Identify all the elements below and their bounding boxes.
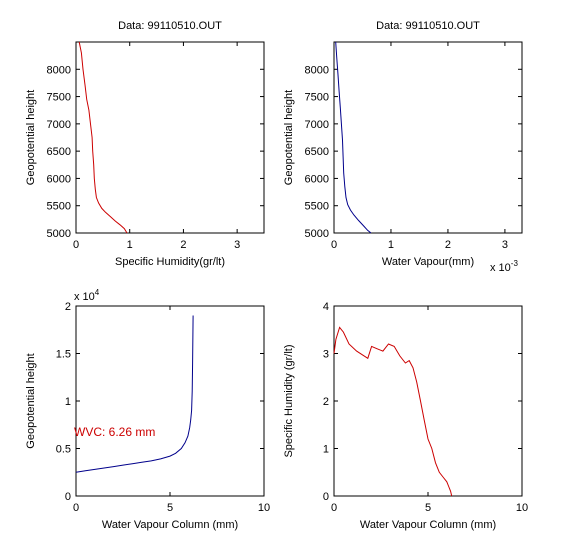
- axes-frame: [75, 41, 265, 234]
- y-tick-label: 6000: [305, 173, 329, 185]
- annotation-label: WVC: 6.26 mm: [74, 425, 155, 439]
- chart-2: 0 1 2 3 5000 5500 6000 6500 7000 7500 8000 Data: 99…: [283, 20, 523, 274]
- y-tick-label: 7500: [305, 92, 329, 104]
- y-tick-label: 6000: [47, 173, 71, 185]
- series-line: [78, 41, 128, 234]
- x-axis-label: Water Vapour Column (mm): [360, 519, 496, 531]
- x-axis-label: Specific Humidity(gr/lt): [115, 256, 225, 268]
- y-tick-label: 2: [323, 396, 329, 408]
- y-axis-label: Specific Humidity (gr/lt): [283, 344, 295, 457]
- x-axis-label: Water Vapour Column (mm): [102, 519, 238, 531]
- chart-1: 0 1 2 3 5000 5500 6000 6500 7000 7500 8000 Data: 99…: [25, 20, 265, 268]
- y-tick-label: 8000: [305, 64, 329, 76]
- y-tick-label: 3: [323, 349, 329, 361]
- y-tick-label: 6500: [305, 146, 329, 158]
- chart-4: 0 5 10 0 1 2 3 4 Water Vapour Column (mm) Specifi…: [283, 301, 528, 531]
- x-tick-label: 2: [180, 239, 186, 251]
- series-line: [75, 315, 194, 473]
- x-tick-label: 3: [502, 239, 508, 251]
- y-axis-label: Geopotential height: [25, 90, 37, 185]
- series-line: [333, 326, 453, 497]
- y-tick-label: 5500: [305, 201, 329, 213]
- x-tick-label: 0: [331, 502, 337, 514]
- y-tick-label: 5500: [47, 201, 71, 213]
- y-tick-label: 1: [65, 396, 71, 408]
- y-tick-label: 7000: [305, 119, 329, 131]
- y-exponent-label: x 104: [74, 288, 100, 303]
- series-line: [335, 41, 372, 234]
- chart-3: 0 5 10 0 0.5 1 1.5 2 Water Vapour Column (mm) Geo…: [25, 288, 270, 531]
- axes-frame: [333, 41, 523, 234]
- y-tick-label: 1.5: [56, 349, 71, 361]
- chart-title: Data: 99110510.OUT: [118, 20, 222, 32]
- x-tick-label: 5: [167, 502, 173, 514]
- y-tick-label: 6500: [47, 146, 71, 158]
- x-tick-label: 10: [516, 502, 528, 514]
- y-axis-label: Geopotential height: [283, 90, 295, 185]
- x-tick-label: 3: [234, 239, 240, 251]
- y-tick-label: 7000: [47, 119, 71, 131]
- y-tick-label: 5000: [305, 228, 329, 240]
- y-axis-label: Geopotential height: [25, 353, 37, 448]
- y-tick-label: 5000: [47, 228, 71, 240]
- x-tick-label: 1: [388, 239, 394, 251]
- x-axis-label: Water Vapour(mm): [382, 256, 474, 268]
- y-tick-label: 7500: [47, 92, 71, 104]
- x-tick-label: 0: [73, 502, 79, 514]
- x-tick-label: 5: [425, 502, 431, 514]
- x-tick-label: 2: [445, 239, 451, 251]
- chart-title: Data: 99110510.OUT: [376, 20, 480, 32]
- x-tick-label: 10: [258, 502, 270, 514]
- y-tick-label: 1: [323, 444, 329, 456]
- axes-frame: [75, 305, 265, 497]
- y-tick-label: 0: [65, 491, 71, 503]
- y-tick-label: 0: [323, 491, 329, 503]
- y-tick-label: 8000: [47, 64, 71, 76]
- y-tick-label: 2: [65, 301, 71, 313]
- y-exponent-power: 4: [95, 288, 100, 297]
- x-tick-label: 0: [331, 239, 337, 251]
- x-exponent-power: -3: [511, 259, 519, 268]
- y-tick-label: 0.5: [56, 444, 71, 456]
- axes-frame: [333, 305, 523, 497]
- y-tick-label: 4: [323, 301, 329, 313]
- x-tick-label: 1: [127, 239, 133, 251]
- x-tick-label: 0: [73, 239, 79, 251]
